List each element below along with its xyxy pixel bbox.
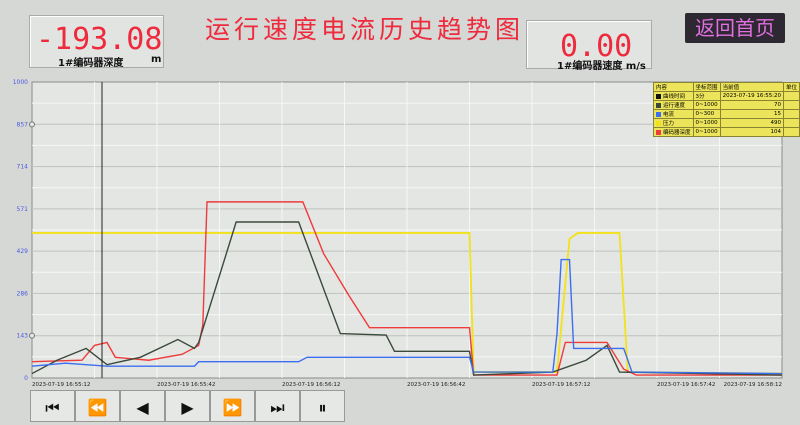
backward-icon: ◀ [136, 398, 149, 417]
y-tick-label: 286 [17, 290, 29, 297]
x-tick-label: 2023-07-19 16:56:12 [282, 382, 340, 388]
legend-value: 15 [719, 109, 785, 119]
forward-button[interactable]: ▶ [165, 390, 210, 422]
fast-forward-icon: ⏩ [222, 398, 243, 417]
legend-label: 电流 [663, 112, 675, 118]
legend-header-cell: 坐标范围 [692, 82, 721, 92]
legend-name: 曲线时间 [653, 91, 694, 101]
depth-display: -193.08 1#编码器深度 m [29, 15, 164, 69]
legend-unit [783, 127, 800, 137]
legend-name: 运行速度 [653, 100, 694, 110]
scale-handle-bottom [29, 332, 35, 339]
legend-header: 内容 坐标范围 当前值 单位 [653, 82, 800, 92]
depth-value: -193.08 [36, 22, 163, 57]
legend-value: 104 [719, 127, 785, 137]
legend-range: 0~300 [692, 109, 721, 119]
legend-label: 编码器深度 [663, 130, 691, 136]
legend-header-cell: 单位 [783, 82, 800, 92]
fast-forward-button[interactable]: ⏩ [210, 390, 255, 422]
first-page-button[interactable]: ⏮ [30, 390, 75, 422]
legend-value: 2023-07-19 16:55:20 [719, 91, 785, 101]
legend-header-cell: 当前值 [719, 82, 785, 92]
x-tick-label: 2023-07-19 16:56:42 [407, 382, 465, 388]
page-title: 运行速度电流历史趋势图 [205, 15, 525, 44]
series-line-4 [31, 258, 783, 375]
x-tick-label: 2023-07-19 16:58:12 [724, 382, 782, 388]
y-tick-label: 1000 [13, 79, 28, 86]
pause-icon: ⏸ [318, 398, 327, 417]
series-line-2 [31, 201, 782, 376]
legend-swatch [656, 121, 661, 126]
legend-range: 3分 [692, 91, 721, 101]
legend-name: 电流 [653, 109, 694, 119]
first-page-icon: ⏮ [45, 398, 60, 417]
legend-row: 压力 0~1000 490 [653, 118, 800, 128]
speed-label: 1#编码器速度 m/s [557, 61, 646, 72]
legend-table: 内容 坐标范围 当前值 单位 曲线时间 3分 2023-07-19 16:55:20 运行速… [653, 82, 800, 137]
depth-unit: m [151, 54, 162, 65]
home-button[interactable]: 返回首页 [685, 13, 785, 43]
x-tick-label: 2023-07-19 16:55:12 [32, 382, 90, 388]
legend-label: 曲线时间 [663, 94, 686, 100]
speed-display: 0.00 1#编码器速度 m/s [526, 20, 652, 72]
legend-row: 曲线时间 3分 2023-07-19 16:55:20 [653, 91, 800, 101]
y-tick-label: 857 [17, 121, 29, 128]
legend-swatch [656, 112, 661, 117]
legend-range: 0~1000 [692, 100, 721, 110]
legend-label: 运行速度 [663, 103, 686, 109]
series-line-1 [32, 232, 783, 375]
series-line-3 [31, 221, 783, 376]
legend-unit [783, 109, 800, 119]
legend-swatch [656, 103, 661, 108]
x-tick-label: 2023-07-19 16:55:42 [157, 382, 215, 388]
legend-unit [783, 91, 800, 101]
fast-backward-icon: ⏪ [87, 398, 108, 417]
fast-backward-button[interactable]: ⏪ [75, 390, 120, 422]
last-page-button[interactable]: ⏭ [255, 390, 300, 422]
legend-value: 70 [719, 100, 785, 110]
speed-value: 0.00 [560, 29, 633, 64]
legend-unit [783, 118, 800, 128]
legend-range: 0~1000 [692, 118, 721, 128]
legend-header-cell: 内容 [653, 82, 694, 92]
legend-name: 压力 [653, 118, 694, 128]
legend-unit [783, 100, 800, 110]
backward-button[interactable]: ◀ [120, 390, 165, 422]
y-tick-label: 0 [24, 375, 28, 382]
legend-name: 编码器深度 [653, 127, 694, 137]
y-tick-label: 143 [17, 333, 29, 340]
legend-swatch [656, 94, 661, 99]
scale-handle-top [29, 121, 35, 128]
x-tick-label: 2023-07-19 16:57:42 [657, 382, 715, 388]
depth-label: 1#编码器深度 [58, 58, 124, 69]
x-tick-label: 2023-07-19 16:57:12 [532, 382, 590, 388]
y-tick-label: 571 [17, 206, 29, 213]
legend-label: 压力 [663, 121, 675, 127]
legend-swatch [656, 130, 661, 135]
y-tick-label: 714 [17, 164, 29, 171]
legend-row: 运行速度 0~1000 70 [653, 100, 800, 110]
legend-row: 编码器深度 0~1000 104 [653, 127, 800, 137]
y-tick-label: 429 [17, 248, 29, 255]
legend-range: 0~1000 [692, 127, 721, 137]
legend-row: 电流 0~300 15 [653, 109, 800, 119]
pause-button[interactable]: ⏸ [300, 390, 345, 422]
last-page-icon: ⏭ [270, 398, 285, 417]
legend-value: 490 [719, 118, 785, 128]
forward-icon: ▶ [181, 398, 194, 417]
